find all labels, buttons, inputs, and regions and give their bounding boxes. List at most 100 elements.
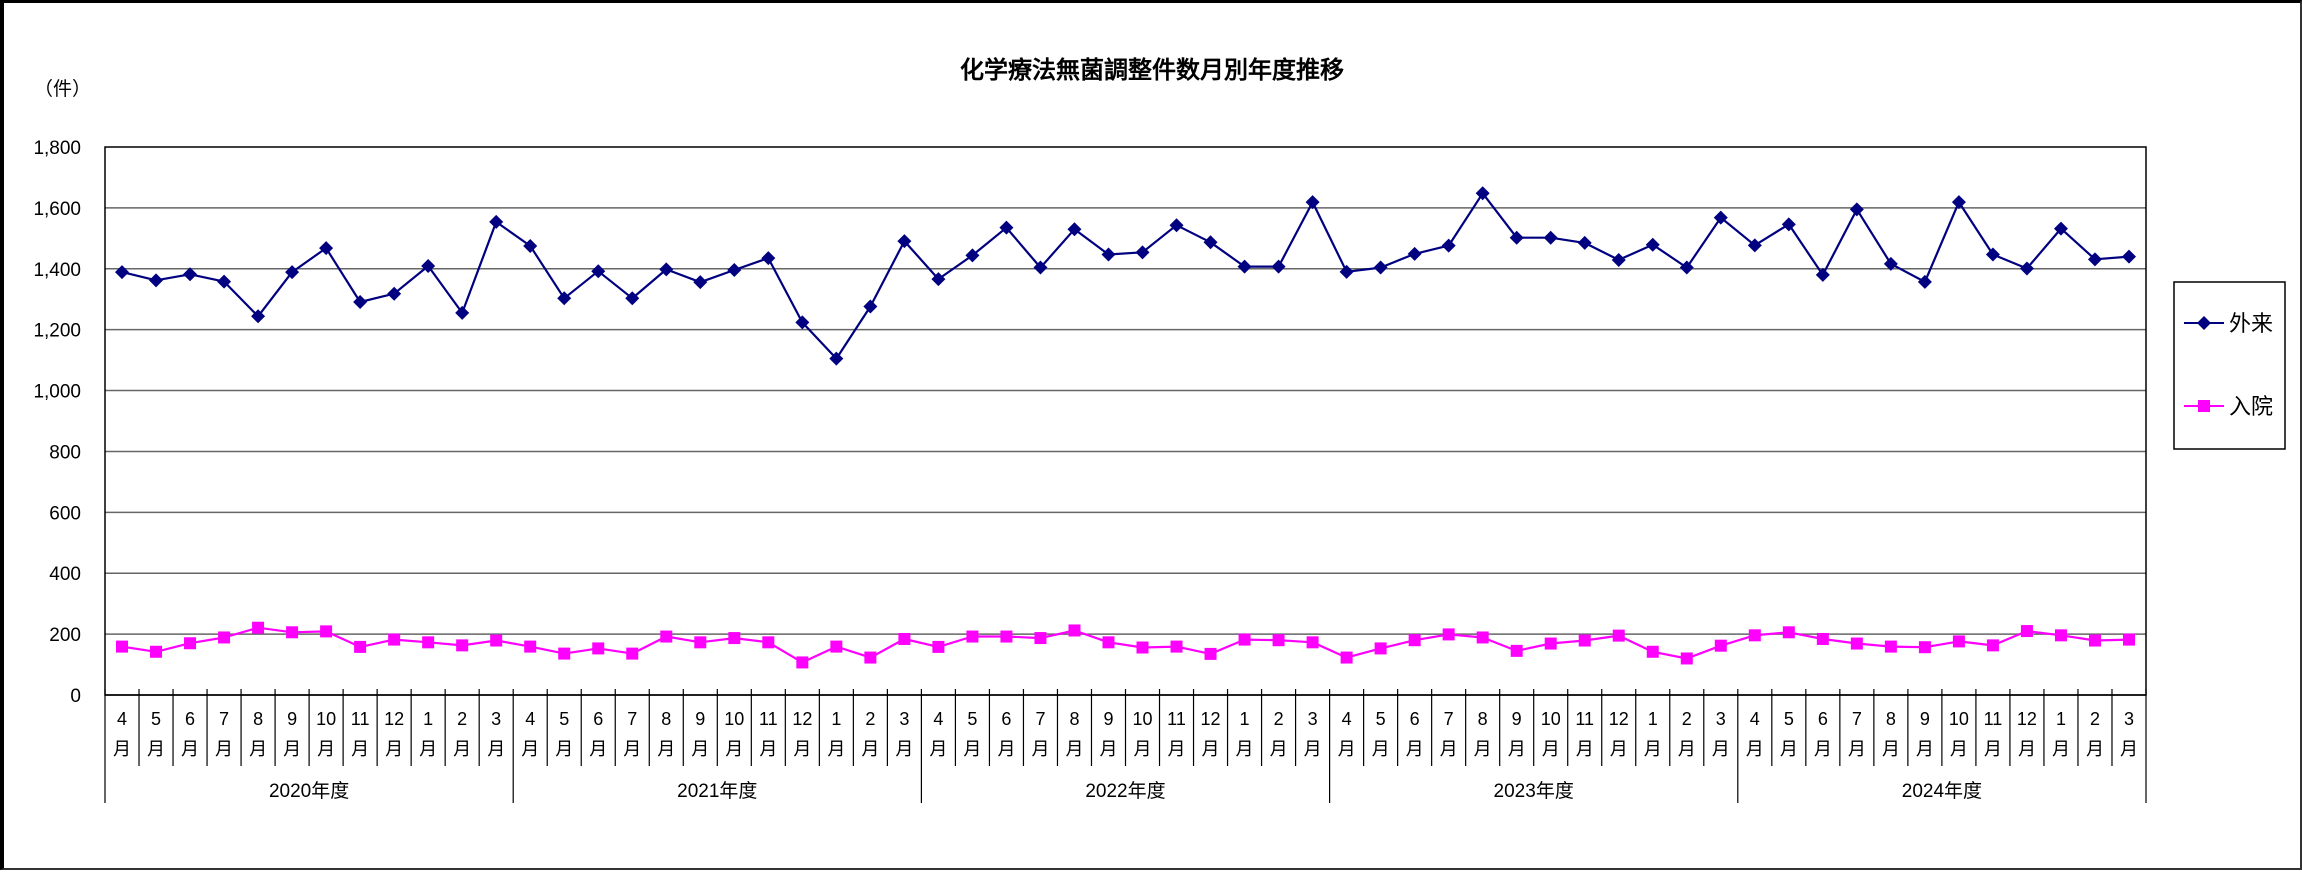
svg-text:8: 8 [1069,709,1079,729]
data-point [1102,636,1115,649]
data-point [1203,235,1218,250]
svg-text:月: 月 [1848,739,1866,759]
data-point [659,262,674,277]
data-point [1782,626,1795,639]
svg-text:月: 月 [1644,739,1662,759]
svg-text:月: 月 [1134,739,1152,759]
data-point [1170,640,1183,653]
x-axis: 4月5月6月7月8月9月10月11月12月1月2月3月4月5月6月7月8月9月1… [104,689,2147,803]
svg-text:月: 月 [1882,739,1900,759]
svg-text:月: 月 [2052,739,2070,759]
svg-text:月: 月 [283,739,301,759]
x-tick-label: 12 月 [1201,709,1221,759]
svg-text:月: 月 [1202,739,1220,759]
data-point [558,647,571,660]
x-tick-label: 10 月 [1132,709,1152,759]
data-point [1306,636,1319,649]
svg-text:月: 月 [1814,739,1832,759]
x-tick-label: 11 月 [759,709,778,759]
x-tick-label: 11 月 [351,709,370,759]
data-point [523,238,538,253]
data-point [2088,634,2101,647]
svg-text:11: 11 [1575,709,1594,729]
data-point [184,637,197,650]
svg-text:5: 5 [151,709,161,729]
data-point [1714,639,1727,652]
x-tick-label: 10 月 [1949,709,1969,759]
data-point [2054,629,2067,642]
x-tick-label: 5月 [1372,709,1390,759]
data-point [898,632,911,645]
svg-text:3: 3 [899,709,909,729]
data-point [1237,259,1252,274]
x-tick-label: 3月 [487,709,505,759]
data-point [626,647,639,660]
data-point [1033,260,1048,275]
svg-text:10: 10 [1949,709,1969,729]
data-point [694,636,707,649]
svg-text:8: 8 [1478,709,1488,729]
y-tick-label: 600 [49,503,81,524]
data-point [1544,637,1557,650]
x-tick-label: 12 月 [792,709,812,759]
data-point [1340,651,1353,664]
svg-text:月: 月 [589,739,607,759]
x-tick-label: 1月 [1236,709,1254,759]
x-tick-label: 4月 [521,709,539,759]
x-tick-label: 8月 [1474,709,1492,759]
svg-text:8: 8 [1886,709,1896,729]
x-tick-label: 4月 [113,709,131,759]
data-point [1952,635,1965,648]
x-tick-label: 2月 [861,709,879,759]
data-point [1204,647,1217,660]
svg-text:月: 月 [1236,739,1254,759]
x-tick-label: 11 月 [1984,709,2003,759]
data-point [727,262,742,277]
svg-text:2: 2 [865,709,875,729]
y-tick-label: 1,200 [33,321,81,342]
data-point [1373,260,1388,275]
svg-text:12: 12 [1201,709,1221,729]
svg-text:月: 月 [1099,739,1117,759]
data-point [387,286,402,301]
svg-text:4: 4 [933,709,943,729]
x-tick-label: 10 月 [316,709,336,759]
data-point [660,630,673,643]
svg-text:月: 月 [2086,739,2104,759]
x-tick-label: 6月 [589,709,607,759]
x-tick-label: 6月 [1814,709,1832,759]
x-tick-label: 9月 [283,709,301,759]
chart-title: 化学療法無菌調整件数月別年度推移 [960,56,1344,84]
data-point [1951,195,1966,210]
svg-text:月: 月 [691,739,709,759]
svg-text:12: 12 [792,709,812,729]
svg-text:9: 9 [1920,709,1930,729]
svg-text:3: 3 [2124,709,2134,729]
svg-text:2: 2 [457,709,467,729]
svg-text:5: 5 [967,709,977,729]
data-point [965,248,980,263]
data-point [1135,245,1150,260]
data-point [1475,186,1490,201]
svg-text:4: 4 [1750,709,1760,729]
data-point [557,291,572,306]
data-point [1611,252,1626,267]
svg-text:月: 月 [1474,739,1492,759]
svg-text:月: 月 [419,739,437,759]
data-point [796,656,809,669]
svg-text:月: 月 [827,739,845,759]
svg-text:月: 月 [1338,739,1356,759]
data-point [728,632,741,645]
legend: 外来 入院 [2173,281,2286,450]
svg-text:月: 月 [623,739,641,759]
data-point [761,251,776,266]
x-tick-label: 10 月 [724,709,744,759]
x-tick-label: 4月 [929,709,947,759]
square-marker-icon [2198,400,2210,412]
svg-text:10: 10 [1132,709,1152,729]
line-chart: 化学療法無菌調整件数月別年度推移 （件） 0 200 400 600 800 1,000 1… [33,56,2286,803]
x-tick-label: 3月 [2120,709,2138,759]
x-tick-label: 11 月 [1575,709,1594,759]
svg-text:月: 月 [1950,739,1968,759]
